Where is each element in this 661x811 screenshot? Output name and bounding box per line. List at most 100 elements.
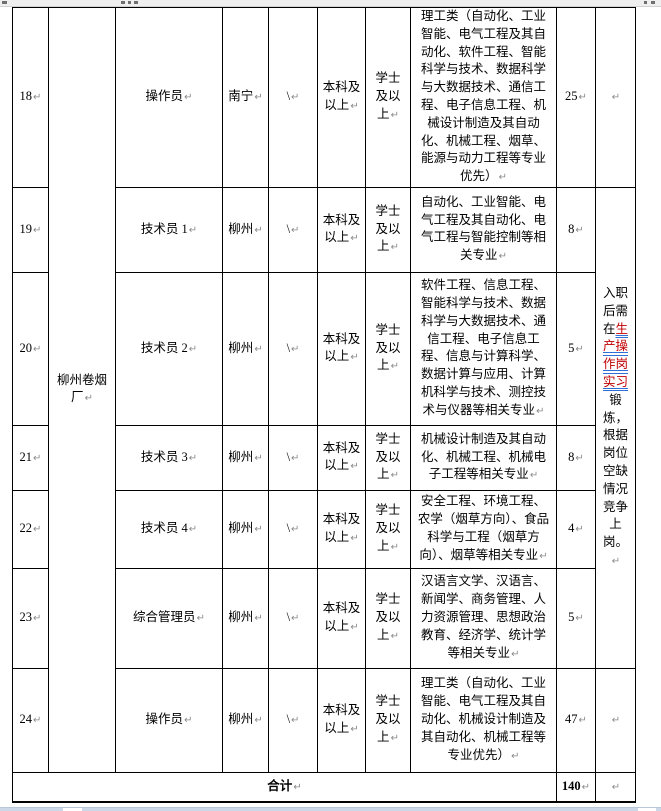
cell-text: 本科及以上 <box>322 703 361 735</box>
position-cell[interactable]: 技术员 2↵ <box>115 271 223 426</box>
location-cell[interactable]: 南宁↵ <box>222 7 269 188</box>
cell-text: 本科及以上 <box>322 601 361 633</box>
pilcrow-mark: ↵ <box>196 613 205 625</box>
position-cell[interactable]: 技术员 3↵ <box>115 424 223 491</box>
slash-cell[interactable]: \↵ <box>268 271 318 426</box>
pilcrow-mark: ↵ <box>539 550 548 562</box>
count-cell[interactable]: 25↵ <box>556 7 596 188</box>
note-cell[interactable]: ↵ <box>595 7 636 188</box>
education-cell[interactable]: 本科及以上↵ <box>317 186 366 273</box>
total-label-cell[interactable]: 合计↵ <box>12 771 557 804</box>
count-cell[interactable]: 8↵ <box>556 424 596 491</box>
major-cell[interactable]: 机械设计制造及其自动化、机械工程、机械电子工程等相关专业↵ <box>410 424 557 491</box>
cell-text: 柳州 <box>228 712 254 727</box>
degree-cell[interactable]: 学士及以上↵ <box>365 271 411 426</box>
pilcrow-mark: ↵ <box>254 524 263 536</box>
cell-text: 本科及以上 <box>322 512 361 544</box>
degree-cell[interactable]: 学士及以上↵ <box>365 667 411 773</box>
cell-text: 24 <box>19 712 33 727</box>
pilcrow-mark: ↵ <box>529 470 539 482</box>
note-cell[interactable]: ↵ <box>595 667 636 773</box>
cell-text: 5 <box>568 610 575 625</box>
pilcrow-mark: ↵ <box>254 224 263 236</box>
location-cell[interactable]: 柳州↵ <box>222 567 269 669</box>
education-cell[interactable]: 本科及以上↵ <box>317 667 366 773</box>
position-cell[interactable]: 技术员 4↵ <box>115 489 223 569</box>
degree-cell[interactable]: 学士及以上↵ <box>365 186 411 273</box>
location-cell[interactable]: 柳州↵ <box>222 424 269 491</box>
pilcrow-mark: ↵ <box>511 648 520 660</box>
slash-cell[interactable]: \↵ <box>268 7 318 188</box>
education-cell[interactable]: 本科及以上↵ <box>317 567 366 669</box>
location-cell[interactable]: 柳州↵ <box>222 667 269 773</box>
unit-cell[interactable]: 柳州卷烟厂↵ <box>48 7 116 773</box>
slash-cell[interactable]: \↵ <box>268 186 318 273</box>
seq-cell[interactable]: 20↵ <box>12 271 49 426</box>
pilcrow-mark: ↵ <box>188 224 198 236</box>
seq-cell[interactable]: 18↵ <box>12 7 49 188</box>
pilcrow-mark: ↵ <box>291 715 300 727</box>
education-cell[interactable]: 本科及以上↵ <box>317 424 366 491</box>
pilcrow-mark: ↵ <box>611 556 621 568</box>
count-cell[interactable]: 4↵ <box>556 489 596 569</box>
cell-text: 安全工程、环境工程、农学（烟草方向）、食品科学与工程（烟草方向）、烟草等相关专业 <box>417 494 550 562</box>
cell-text: 19 <box>19 221 33 236</box>
major-cell[interactable]: 自动化、工业智能、电气工程及其自动化、电气工程与智能控制等相关专业↵ <box>410 186 557 273</box>
total-note-cell[interactable]: ↵ <box>595 771 636 804</box>
degree-cell[interactable]: 学士及以上↵ <box>365 424 411 491</box>
slash-cell[interactable]: \↵ <box>268 567 318 669</box>
cell-text: 本科及以上 <box>322 331 361 364</box>
note-cell-merged[interactable]: 入职后需在生产操作岗实习锻炼，根据岗位空缺情况竞争上岗。 ↵ <box>595 186 636 669</box>
education-cell[interactable]: 本科及以上↵ <box>317 7 366 188</box>
count-cell[interactable]: 8↵ <box>556 186 596 273</box>
note-text: 锻炼，根据岗位空缺情况竞争上岗。 <box>602 392 628 550</box>
location-cell[interactable]: 柳州↵ <box>222 489 269 569</box>
seq-cell[interactable]: 24↵ <box>12 667 49 773</box>
seq-cell[interactable]: 19↵ <box>12 186 49 273</box>
pilcrow-mark: ↵ <box>390 630 399 642</box>
slash-cell[interactable]: \↵ <box>268 667 318 773</box>
location-cell[interactable]: 柳州↵ <box>222 186 269 273</box>
pilcrow-mark: ↵ <box>33 224 42 236</box>
pilcrow-mark: ↵ <box>184 715 193 727</box>
major-cell[interactable]: 安全工程、环境工程、农学（烟草方向）、食品科学与工程（烟草方向）、烟草等相关专业… <box>410 489 557 569</box>
degree-cell[interactable]: 学士及以上↵ <box>365 7 411 188</box>
pilcrow-mark: ↵ <box>575 524 584 536</box>
table-row: 24↵ 操作员↵ 柳州↵ \↵ 本科及以上↵ 学士及以上↵ 理工类（自动化、工业智能、电气工… <box>12 667 636 773</box>
cut-off-text-fragment <box>651 1 655 4</box>
position-cell[interactable]: 综合管理员↵ <box>115 567 223 669</box>
major-cell[interactable]: 理工类（自动化、工业智能、电气工程及其自动化、软件工程、智能科学与技术、数据科学… <box>410 7 557 188</box>
pilcrow-mark: ↵ <box>254 343 263 355</box>
count-cell[interactable]: 47↵ <box>556 667 596 773</box>
pilcrow-mark: ↵ <box>84 393 93 405</box>
major-cell[interactable]: 汉语言文学、汉语言、新闻学、商务管理、人力资源管理、思想政治教育、经济学、统计学… <box>410 567 557 669</box>
major-cell[interactable]: 理工类（自动化、工业智能、电气工程及其自动化、机械设计制造及其自动化、机械工程等… <box>410 667 557 773</box>
major-cell[interactable]: 软件工程、信息工程、智能科学与技术、数据科学与大数据技术、通信工程、电子信息工程… <box>410 271 557 426</box>
cell-text: 本科及以上 <box>322 80 361 112</box>
seq-cell[interactable]: 22↵ <box>12 489 49 569</box>
position-cell[interactable]: 技术员 1↵ <box>115 186 223 273</box>
education-cell[interactable]: 本科及以上↵ <box>317 489 366 569</box>
location-cell[interactable]: 柳州↵ <box>222 271 269 426</box>
position-cell[interactable]: 操作员↵ <box>115 7 223 188</box>
position-cell[interactable]: 操作员↵ <box>115 667 223 773</box>
cut-off-text-fragment <box>2 1 7 4</box>
cell-text: 南宁 <box>228 89 254 104</box>
slash-cell[interactable]: \↵ <box>268 424 318 491</box>
table-row: 18↵ 柳州卷烟厂↵ 操作员↵ 南宁↵ \↵ 本科及以上↵ 学士及以上↵ 理工类（自动化、工业… <box>12 7 636 773</box>
pilcrow-mark: ↵ <box>390 242 399 254</box>
count-cell[interactable]: 5↵ <box>556 271 596 426</box>
pilcrow-mark: ↵ <box>611 781 621 793</box>
seq-cell[interactable]: 21↵ <box>12 424 49 491</box>
degree-cell[interactable]: 学士及以上↵ <box>365 489 411 569</box>
pilcrow-mark: ↵ <box>350 532 359 544</box>
total-value-cell[interactable]: 140↵ <box>556 771 596 804</box>
education-cell[interactable]: 本科及以上↵ <box>317 271 366 426</box>
cell-text: 23 <box>19 610 33 625</box>
degree-cell[interactable]: 学士及以上↵ <box>365 567 411 669</box>
seq-cell[interactable]: 23↵ <box>12 567 49 669</box>
slash-cell[interactable]: \↵ <box>268 489 318 569</box>
table-row: 20↵ 技术员 2↵ 柳州↵ \↵ 本科及以上↵ 学士及以上↵ 软件工程、信息工程、智能科学… <box>12 271 636 426</box>
count-cell[interactable]: 5↵ <box>556 567 596 669</box>
